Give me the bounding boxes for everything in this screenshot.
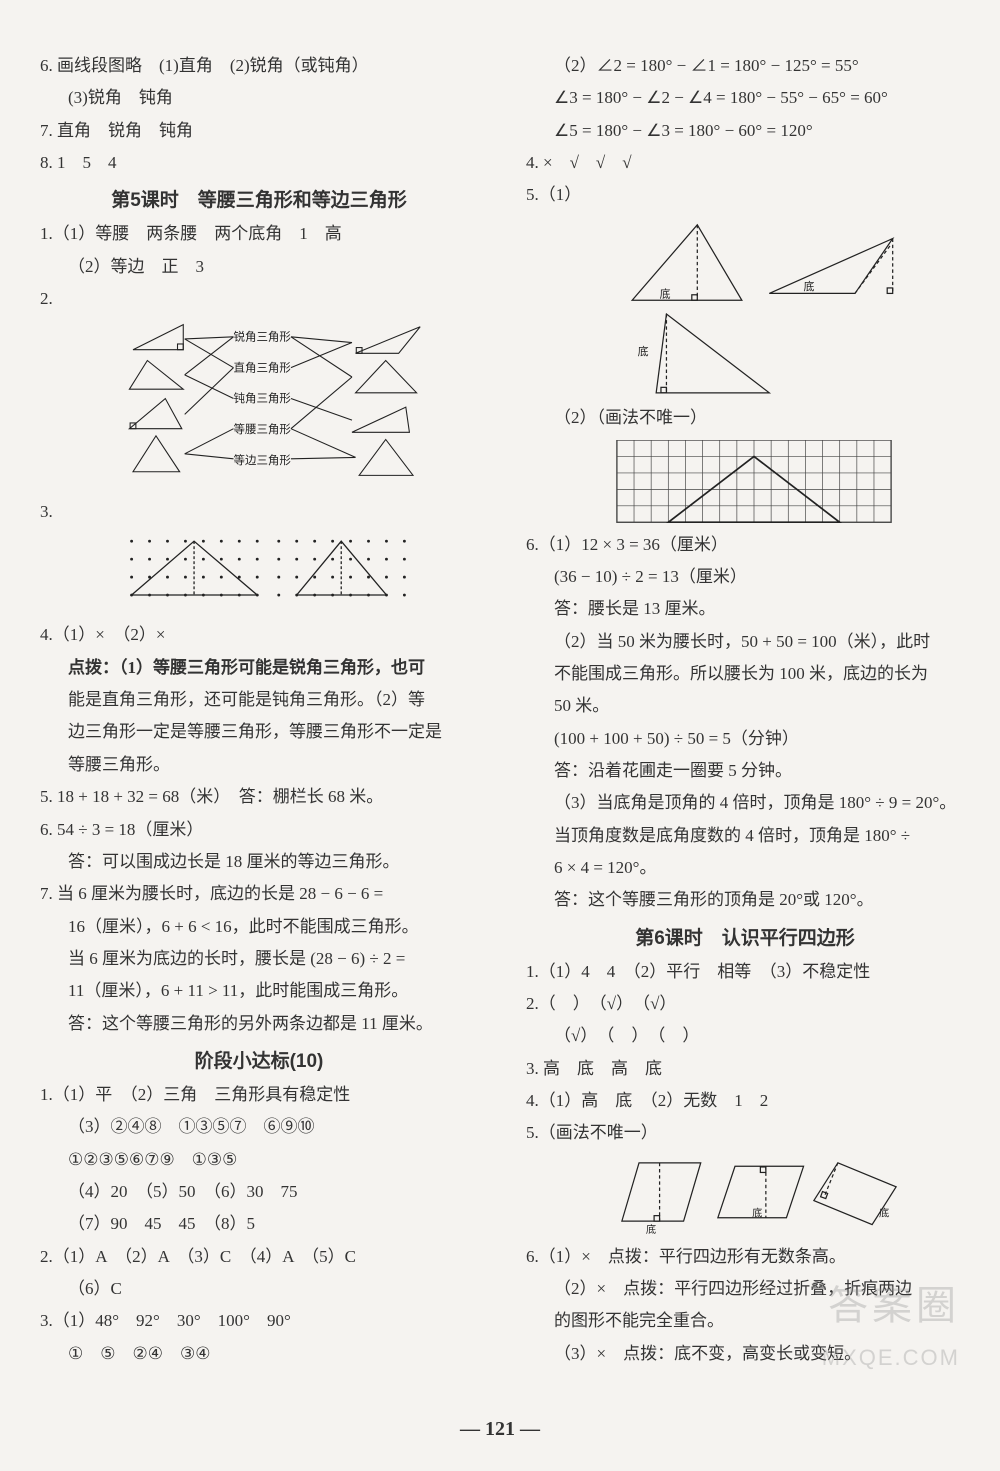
text: (36 − 10) ÷ 2 = 13（厘米） xyxy=(526,564,964,590)
text: 4. × √ √ √ xyxy=(526,150,964,176)
text: ①②③⑤⑥⑦⑨ ①③⑤ xyxy=(40,1147,478,1173)
label: 底 xyxy=(879,1206,889,1219)
section-heading: 第6课时 认识平行四边形 xyxy=(526,923,964,950)
text: （2）（画法不唯一） xyxy=(526,405,964,431)
triangle-matching-figure: 锐角三角形 直角三角形 钝角三角形 等腰三角形 等边三角形 xyxy=(68,321,478,490)
section-heading: 第5课时 等腰三角形和等边三角形 xyxy=(40,185,478,212)
text: （2）等边 正 3 xyxy=(40,254,478,280)
label: 等腰三角形 xyxy=(234,422,292,436)
text: 答：可以围成边长是 18 厘米的等边三角形。 xyxy=(40,849,478,875)
text: 5.（1） xyxy=(526,182,964,208)
text: 8. 1 5 4 xyxy=(40,150,478,176)
text: 1.（1）4 4 （2）平行 相等 （3）不稳定性 xyxy=(526,959,964,985)
watermark: 答案圈 xyxy=(828,1273,960,1331)
left-column: 6. 画线段图略 (1)直角 (2)锐角（或钝角） (3)锐角 钝角 7. 直角… xyxy=(40,50,478,1370)
text: （2）∠2 = 180° − ∠1 = 180° − 125° = 55° xyxy=(526,53,964,79)
text: 6. 画线段图略 (1)直角 (2)锐角（或钝角） xyxy=(40,53,478,79)
text: 能是直角三角形，还可能是钝角三角形。（2）等 xyxy=(40,687,478,713)
text: ∠5 = 180° − ∠3 = 180° − 60° = 120° xyxy=(526,118,964,144)
text: 等腰三角形。 xyxy=(40,752,478,778)
text: 2. xyxy=(40,286,478,312)
text: 6. 54 ÷ 3 = 18（厘米） xyxy=(40,817,478,843)
text: 2.（ ） （√） （√） xyxy=(526,991,964,1017)
text: 7. 直角 锐角 钝角 xyxy=(40,118,478,144)
text: 答：这个等腰三角形的顶角是 20°或 120°。 xyxy=(526,887,964,913)
label: 底 xyxy=(804,279,815,293)
label: 底 xyxy=(646,1223,656,1235)
text: 答：这个等腰三角形的另外两条边都是 11 厘米。 xyxy=(40,1011,478,1037)
text: （6）C xyxy=(40,1276,478,1302)
text: 1.（1）平 （2）三角 三角形具有稳定性 xyxy=(40,1082,478,1108)
label: 锐角三角形 xyxy=(234,330,292,344)
text: 4.（1）高 底 （2）无数 1 2 xyxy=(526,1088,964,1114)
text: （3）②④⑧ ①③⑤⑦ ⑥⑨⑩ xyxy=(40,1114,478,1140)
text: （7）90 45 45 （8）5 xyxy=(40,1211,478,1237)
label: 底 xyxy=(638,344,649,358)
text: 16（厘米），6 + 6 < 16，此时不能围成三角形。 xyxy=(40,914,478,940)
grid-triangle-figure xyxy=(554,440,954,522)
text: 3.（1）48° 92° 30° 100° 90° xyxy=(40,1308,478,1334)
text: (100 + 100 + 50) ÷ 50 = 5（分钟） xyxy=(526,726,964,752)
text: 2.（1）A （2）A （3）C （4）A （5）C xyxy=(40,1244,478,1270)
label: 直角三角形 xyxy=(234,361,292,375)
text: 答：腰长是 13 厘米。 xyxy=(526,596,964,622)
text: 6 × 4 = 120°。 xyxy=(526,855,964,881)
text: ① ⑤ ②④ ③④ xyxy=(40,1341,478,1367)
parallelograms-figure: 底 底 底 xyxy=(554,1156,964,1235)
label: 底 xyxy=(660,286,671,300)
dot-grid-figure xyxy=(68,534,468,613)
text: 5.（画法不唯一） xyxy=(526,1120,964,1146)
text: 5. 18 + 18 + 32 = 68（米） 答：棚栏长 68 米。 xyxy=(40,784,478,810)
text: 6.（1）× 点拨：平行四边形有无数条高。 xyxy=(526,1244,964,1270)
section-heading: 阶段小达标(10) xyxy=(40,1046,478,1073)
text: 当 6 厘米为底边的长时，腰长是 (28 − 6) ÷ 2 = xyxy=(40,946,478,972)
right-column: （2）∠2 = 180° − ∠1 = 180° − 125° = 55° ∠3… xyxy=(526,50,964,1370)
label: 底 xyxy=(752,1206,762,1219)
text: （4）20 （5）50 （6）30 75 xyxy=(40,1179,478,1205)
text: （√） （ ） （ ） xyxy=(526,1023,964,1049)
text: (3)锐角 钝角 xyxy=(40,85,478,111)
text: 点拨：（1）等腰三角形可能是锐角三角形，也可 xyxy=(40,655,478,681)
text: 3. xyxy=(40,499,478,525)
watermark: MXQE.COM xyxy=(822,1345,960,1371)
text: 当顶角度数是底角度数的 4 倍时，顶角是 180° ÷ xyxy=(526,823,964,849)
text: （3）当底角是顶角的 4 倍时，顶角是 180° ÷ 9 = 20°。 xyxy=(526,790,964,816)
text: 不能围成三角形。所以腰长为 100 米，底边的长为 xyxy=(526,661,964,687)
text: 11（厘米），6 + 11 > 11，此时能围成三角形。 xyxy=(40,978,478,1004)
text: 1.（1）等腰 两条腰 两个底角 1 高 xyxy=(40,221,478,247)
text: 边三角形一定是等腰三角形，等腰三角形不一定是 xyxy=(40,719,478,745)
text: 6.（1）12 × 3 = 36（厘米） xyxy=(526,532,964,558)
text: 7. 当 6 厘米为腰长时，底边的长是 28 − 6 − 6 = xyxy=(40,881,478,907)
triangles-altitude-figure: 底 底 底 xyxy=(554,218,964,396)
page-number: — 121 — xyxy=(0,1418,1000,1441)
text: （2）当 50 米为腰长时，50 + 50 = 100（米），此时 xyxy=(526,629,964,655)
page-content: 6. 画线段图略 (1)直角 (2)锐角（或钝角） (3)锐角 钝角 7. 直角… xyxy=(40,50,960,1370)
text: 4.（1）× （2）× xyxy=(40,622,478,648)
text: 答：沿着花圃走一圈要 5 分钟。 xyxy=(526,758,964,784)
text: 3. 高 底 高 底 xyxy=(526,1056,964,1082)
text: ∠3 = 180° − ∠2 − ∠4 = 180° − 55° − 65° =… xyxy=(526,85,964,111)
label: 钝角三角形 xyxy=(234,392,292,406)
label: 等边三角形 xyxy=(234,453,292,467)
text: 50 米。 xyxy=(526,693,964,719)
